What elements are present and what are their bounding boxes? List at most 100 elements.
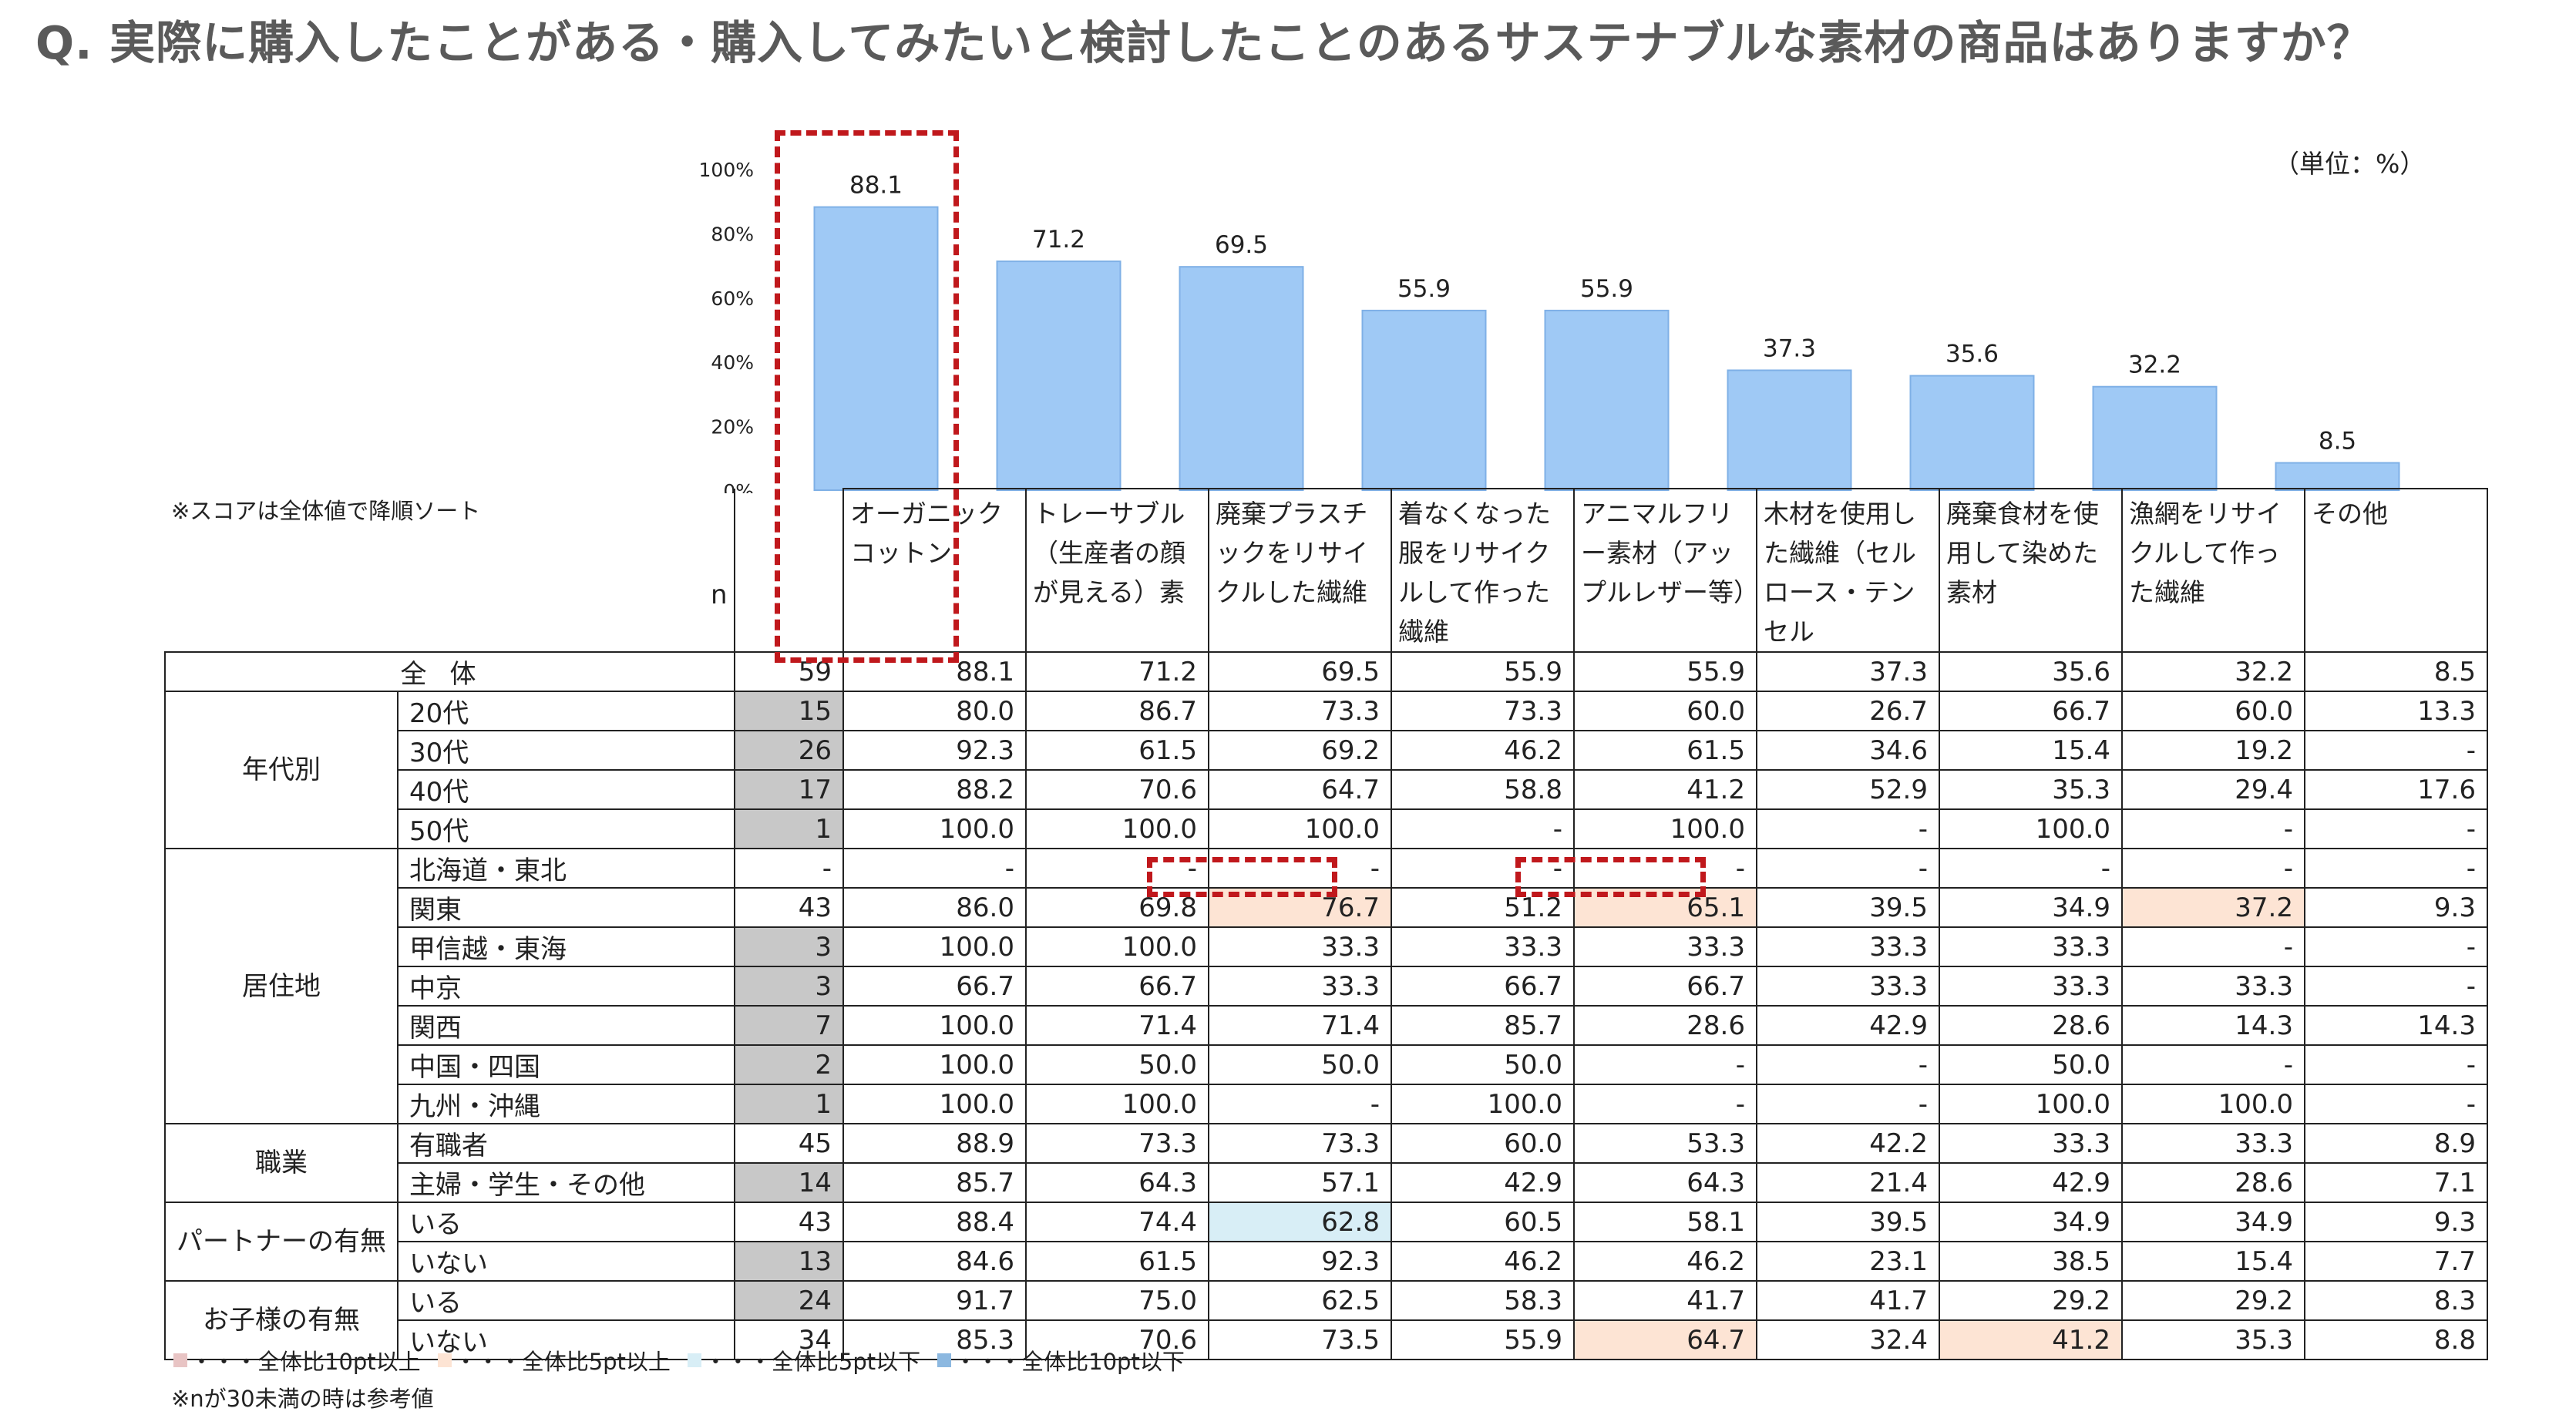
cell-value: 88.9 bbox=[842, 1123, 1027, 1164]
bar bbox=[1544, 309, 1670, 491]
total-row: 全体 59 88.1 71.2 69.5 55.9 55.9 37.3 35.6 32.2 8.5 bbox=[164, 651, 2488, 692]
bar-value-label: 32.2 bbox=[2128, 351, 2181, 379]
row-label: 20代 bbox=[397, 691, 735, 731]
footnote: ※nが30未満の時は参考値 bbox=[171, 1386, 434, 1412]
row-n: 3 bbox=[734, 926, 844, 967]
cell-value: - bbox=[1573, 848, 1757, 889]
cell-value: 92.3 bbox=[1208, 1241, 1392, 1282]
cell-value: 28.6 bbox=[1939, 1005, 2123, 1046]
legend-swatch-up5 bbox=[437, 1353, 452, 1367]
cell-value: - bbox=[2304, 1084, 2488, 1124]
cell-value: - bbox=[2304, 730, 2488, 771]
table-row: 関西 7 100.0 71.4 71.4 85.7 28.6 42.9 28.6 14.3 14.3 bbox=[165, 1005, 2488, 1046]
cell-value: 46.2 bbox=[1391, 730, 1575, 771]
row-n: 1 bbox=[734, 808, 844, 849]
cell-value: 28.6 bbox=[1573, 1005, 1757, 1046]
total-value: 35.6 bbox=[1939, 651, 2123, 692]
cell-value: 64.3 bbox=[1025, 1162, 1209, 1203]
cell-value: 85.7 bbox=[1391, 1005, 1575, 1046]
bar bbox=[1909, 375, 2035, 491]
total-value: 55.9 bbox=[1391, 651, 1575, 692]
cell-value: 41.2 bbox=[1573, 769, 1757, 810]
cell-value: 85.3 bbox=[842, 1319, 1027, 1360]
table-row: 年代別 20代 15 80.0 86.7 73.3 73.3 60.0 26.7 66.7 60.0… bbox=[164, 691, 2488, 849]
total-label: 全体 bbox=[164, 651, 735, 692]
cell-value: - bbox=[1939, 848, 2123, 889]
total-value: 32.2 bbox=[2121, 651, 2305, 692]
cell-value: 33.3 bbox=[1573, 926, 1757, 967]
cell-value: - bbox=[1208, 848, 1392, 889]
cell-value: 86.7 bbox=[1025, 691, 1209, 731]
cell-value: 15.4 bbox=[2121, 1241, 2305, 1282]
cell-value: 61.5 bbox=[1025, 730, 1209, 771]
row-n: 15 bbox=[734, 691, 844, 731]
cell-value: 88.2 bbox=[842, 769, 1027, 810]
row-n: 45 bbox=[734, 1123, 844, 1164]
total-value: 37.3 bbox=[1756, 651, 1940, 692]
cell-value: 50.0 bbox=[1391, 1044, 1575, 1085]
cell-value: 60.0 bbox=[1573, 691, 1757, 731]
cell-value: 50.0 bbox=[1939, 1044, 2123, 1085]
row-label: いる bbox=[397, 1280, 735, 1321]
row-n: 24 bbox=[734, 1280, 844, 1321]
table-row: 居住地 北海道・東北 - - - - - - - - - - bbox=[164, 848, 2488, 1124]
bar-value-label: 55.9 bbox=[1397, 275, 1451, 303]
cell-value: 100.0 bbox=[1025, 926, 1209, 967]
row-n: 34 bbox=[734, 1319, 844, 1360]
cell-value: - bbox=[1208, 1084, 1392, 1124]
cell-value: 74.4 bbox=[1025, 1202, 1209, 1242]
cell-value: 73.5 bbox=[1208, 1319, 1392, 1360]
cell-value: 39.5 bbox=[1756, 1202, 1940, 1242]
group-label: 職業 bbox=[164, 1123, 399, 1203]
cell-value: - bbox=[2304, 926, 2488, 967]
row-n: 1 bbox=[734, 1084, 844, 1124]
cell-value: 33.3 bbox=[1939, 1123, 2123, 1164]
cell-value: 92.3 bbox=[842, 730, 1027, 771]
cell-value: 34.9 bbox=[2121, 1202, 2305, 1242]
cell-value: 29.4 bbox=[2121, 769, 2305, 810]
cell-value: 37.2 bbox=[2121, 887, 2305, 928]
cell-value: 100.0 bbox=[842, 1005, 1027, 1046]
legend-swatch-up10 bbox=[173, 1353, 187, 1367]
cell-value: 28.6 bbox=[2121, 1162, 2305, 1203]
cell-value: - bbox=[2304, 808, 2488, 849]
cell-value: 50.0 bbox=[1025, 1044, 1209, 1085]
row-label: 北海道・東北 bbox=[397, 848, 735, 889]
y-tick-label: 100% bbox=[699, 159, 754, 181]
cell-value: 23.1 bbox=[1756, 1241, 1940, 1282]
row-n: 2 bbox=[734, 1044, 844, 1085]
cell-value: 33.3 bbox=[1208, 926, 1392, 967]
cell-value: - bbox=[2121, 926, 2305, 967]
table-row: 中国・四国 2 100.0 50.0 50.0 50.0- -50.0- - bbox=[165, 1044, 2488, 1085]
cell-value: 64.3 bbox=[1573, 1162, 1757, 1203]
cell-value: 9.3 bbox=[2304, 1202, 2488, 1242]
cell-value: 70.6 bbox=[1025, 1319, 1209, 1360]
bar-value-label: 71.2 bbox=[1032, 226, 1085, 254]
cell-value: 32.4 bbox=[1756, 1319, 1940, 1360]
cell-value: 8.9 bbox=[2304, 1123, 2488, 1164]
cell-value: 66.7 bbox=[842, 966, 1027, 1007]
cell-value: 33.3 bbox=[1939, 966, 2123, 1007]
cell-value: 39.5 bbox=[1756, 887, 1940, 928]
cell-value: 42.2 bbox=[1756, 1123, 1940, 1164]
cell-value: - bbox=[1573, 1044, 1757, 1085]
table-row: 40代 17 88.2 70.6 64.7 58.8 41.2 52.9 35.3 29.4 17.… bbox=[165, 769, 2488, 810]
row-label: いない bbox=[397, 1241, 735, 1282]
cell-value: 42.9 bbox=[1756, 1005, 1940, 1046]
cell-value: 80.0 bbox=[842, 691, 1027, 731]
table-row: 50代 1 100.0 100.0 100.0-100.0-100.0- - bbox=[165, 808, 2488, 849]
cell-value: 7.7 bbox=[2304, 1241, 2488, 1282]
row-label: いる bbox=[397, 1202, 735, 1242]
bar-chart: 0%20%40%60%80%100%88.171.2 69.555.9 55.937… bbox=[699, 159, 2400, 493]
cell-value: 100.0 bbox=[842, 1084, 1027, 1124]
column-header: トレーサブル（生産者の顔が見える）素 bbox=[1025, 488, 1209, 653]
cell-value: 100.0 bbox=[1025, 808, 1209, 849]
row-label: 中国・四国 bbox=[397, 1044, 735, 1085]
header-row: オーガニックコットン トレーサブル（生産者の顔が見える）素 廃棄プラスチックをリサイ… bbox=[165, 488, 2488, 653]
y-tick-label: 80% bbox=[711, 223, 754, 245]
column-header: 木材を使用した繊維（セルロース・テンセル bbox=[1756, 488, 1940, 653]
cell-value: 34.9 bbox=[1939, 887, 2123, 928]
cell-value: 60.5 bbox=[1391, 1202, 1575, 1242]
cell-value: 50.0 bbox=[1208, 1044, 1392, 1085]
cell-value: 73.3 bbox=[1208, 1123, 1392, 1164]
